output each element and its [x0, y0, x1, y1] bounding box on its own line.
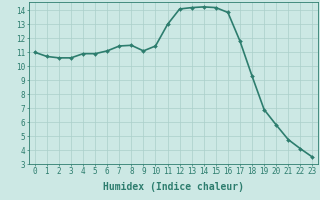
- X-axis label: Humidex (Indice chaleur): Humidex (Indice chaleur): [103, 182, 244, 192]
